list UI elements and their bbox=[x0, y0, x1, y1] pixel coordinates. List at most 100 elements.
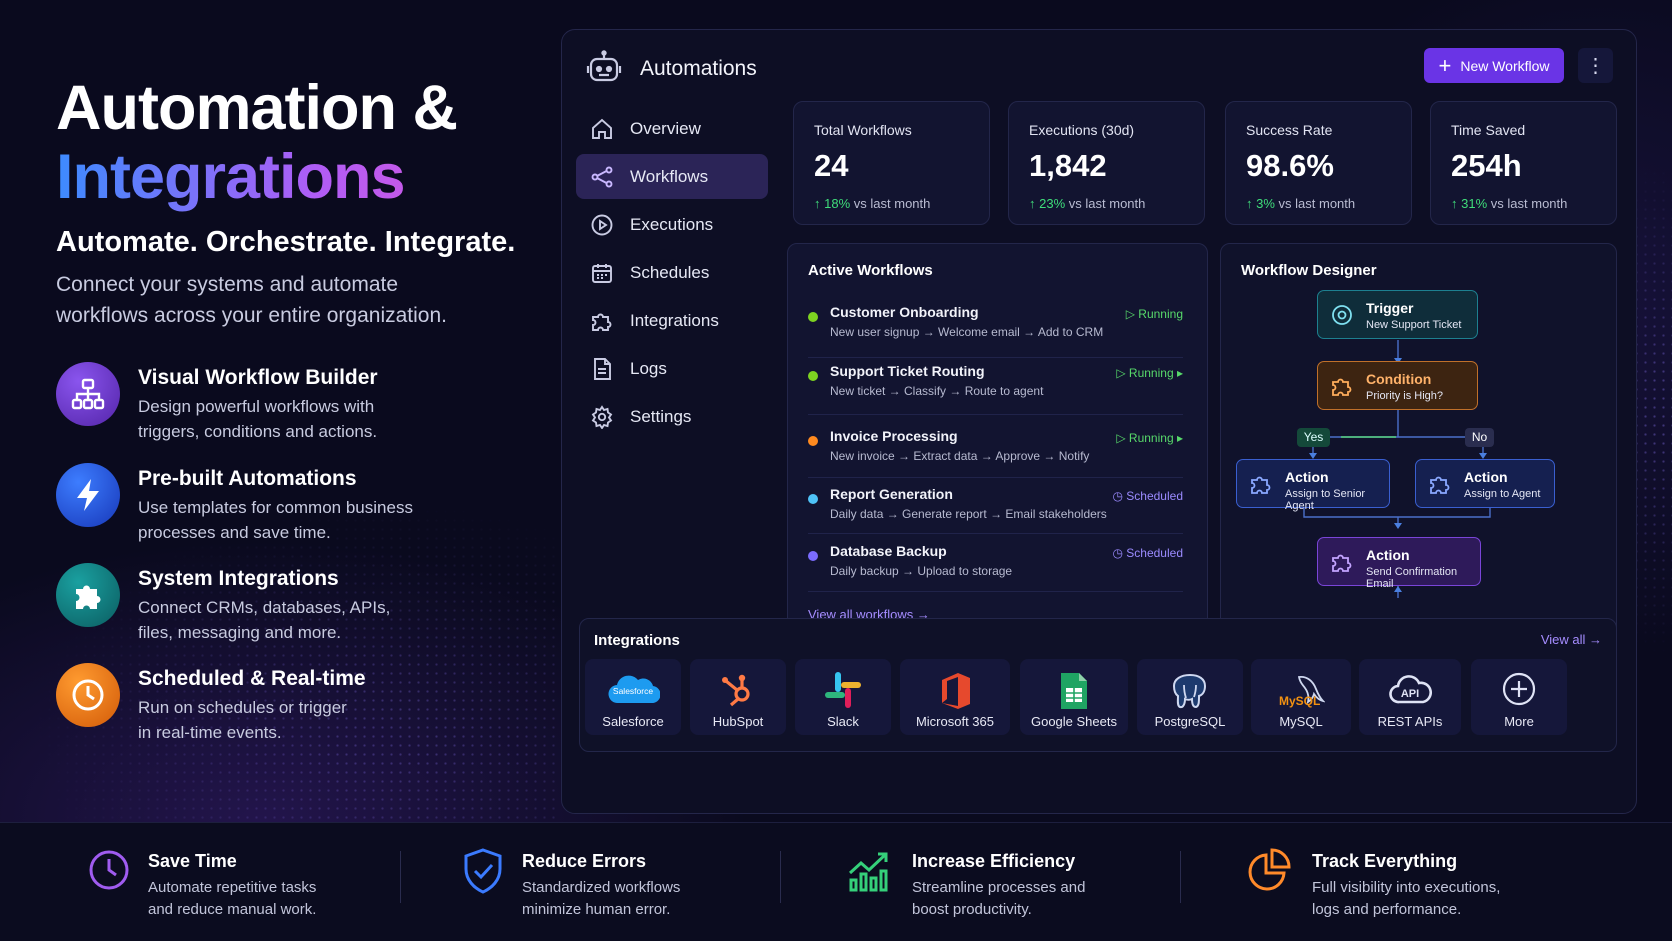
hubspot-icon bbox=[722, 674, 750, 707]
svg-text:MySQL: MySQL bbox=[1279, 694, 1320, 708]
slack-icon bbox=[825, 672, 861, 708]
feature-description: Design powerful workflows with triggers, … bbox=[138, 397, 378, 441]
hero-title-line2: Integrations bbox=[56, 142, 536, 212]
plus-circle-icon bbox=[1502, 672, 1536, 706]
sidebar-item-settings[interactable]: Settings bbox=[576, 394, 768, 439]
google-sheets-icon bbox=[1061, 673, 1087, 709]
integration-more[interactable]: More bbox=[1471, 659, 1567, 735]
integration-microsoft-365[interactable]: Microsoft 365 bbox=[900, 659, 1010, 735]
home-icon bbox=[592, 118, 612, 139]
gear-icon bbox=[591, 404, 613, 429]
integration-mysql[interactable]: MySQL MySQL bbox=[1251, 659, 1351, 735]
stat-card-time-saved: Time Saved 254h ↑ 31% vs last month bbox=[1430, 101, 1617, 225]
integration-rest-apis[interactable]: API REST APIs bbox=[1359, 659, 1461, 735]
integration-salesforce[interactable]: Salesforce Salesforce bbox=[585, 659, 681, 735]
puzzle-icon bbox=[56, 563, 120, 627]
integrations-view-all-link[interactable]: View all → bbox=[1540, 632, 1602, 647]
microsoft365-icon bbox=[942, 673, 970, 709]
benefit-save-time: Save Time Automate repetitive tasks and re… bbox=[86, 847, 316, 921]
hero: Automation & Integrations Automate. Orch… bbox=[56, 74, 536, 331]
feature-title: System Integrations bbox=[138, 567, 339, 590]
feature-title: Visual Workflow Builder bbox=[138, 366, 378, 389]
workflow-row[interactable]: Support Ticket Routing New ticket → Class… bbox=[808, 359, 1183, 417]
stat-card-success-rate: Success Rate 98.6% ↑ 3% vs last month bbox=[1225, 101, 1412, 225]
clock-icon: ◷ bbox=[1112, 546, 1127, 560]
integration-hubspot[interactable]: HubSpot bbox=[690, 659, 786, 735]
yes-branch-label: Yes bbox=[1297, 428, 1330, 447]
workflow-row[interactable]: Customer Onboarding New user signup → Wel… bbox=[808, 300, 1183, 358]
clock-icon bbox=[89, 850, 129, 890]
svg-text:Salesforce: Salesforce bbox=[613, 686, 653, 696]
action-node-confirmation-email[interactable]: Action Send Confirmation Email bbox=[1317, 537, 1481, 590]
up-arrow-icon: ↑ bbox=[814, 196, 825, 211]
sidebar-item-schedules[interactable]: Schedules bbox=[576, 250, 768, 295]
integration-postgresql[interactable]: PostgreSQL bbox=[1137, 659, 1243, 735]
integration-slack[interactable]: Slack bbox=[795, 659, 891, 735]
gear-icon bbox=[1332, 305, 1352, 325]
puzzle-icon bbox=[1430, 476, 1450, 494]
clock-icon: ◷ bbox=[1112, 489, 1127, 503]
active-workflows-title: Active Workflows bbox=[808, 262, 933, 279]
app-title: Automations bbox=[640, 57, 757, 80]
sidebar-item-executions[interactable]: Executions bbox=[576, 202, 768, 247]
postgresql-icon bbox=[1172, 673, 1207, 709]
hero-title-line1: Automation & bbox=[56, 73, 458, 143]
workflow-row[interactable]: Invoice Processing New invoice → Extract … bbox=[808, 424, 1183, 482]
plus-icon: + bbox=[1438, 52, 1452, 78]
no-branch-label: No bbox=[1465, 428, 1494, 447]
puzzle-icon bbox=[1332, 378, 1352, 396]
hierarchy-icon bbox=[56, 362, 120, 426]
sidebar-item-workflows[interactable]: Workflows bbox=[576, 154, 768, 199]
up-arrow-icon: ↑ bbox=[1246, 196, 1257, 211]
feature-pre-built-automations: Pre-built Automations Use templates for c… bbox=[56, 463, 516, 545]
sidebar-item-logs[interactable]: Logs bbox=[576, 346, 768, 391]
pie-chart-icon bbox=[1248, 848, 1291, 891]
integrations-title: Integrations bbox=[594, 632, 680, 649]
clock-icon bbox=[56, 663, 120, 727]
feature-description: Use templates for common business process… bbox=[138, 498, 413, 542]
automations-app-window: Automations + New Workflow ⋮ Overview Wor… bbox=[561, 29, 1637, 814]
benefit-increase-efficiency: Increase Efficiency Streamline processes … bbox=[846, 847, 1085, 921]
active-workflows-card: Active Workflows Customer Onboarding New … bbox=[787, 243, 1208, 640]
benefit-track-everything: Track Everything Full visibility into exe… bbox=[1246, 847, 1500, 921]
feature-visual-workflow-builder: Visual Workflow Builder Design powerful w… bbox=[56, 362, 516, 444]
play-icon: ▷ bbox=[1116, 431, 1129, 445]
feature-title: Scheduled & Real-time bbox=[138, 667, 366, 690]
hero-description: Connect your systems and automate workfl… bbox=[56, 273, 448, 327]
robot-icon bbox=[586, 50, 622, 82]
sidebar-item-integrations[interactable]: Integrations bbox=[576, 298, 768, 343]
feature-description: Run on schedules or trigger in real-time … bbox=[138, 698, 347, 742]
document-icon bbox=[594, 357, 611, 380]
stat-card-total-workflows: Total Workflows 24 ↑ 18% vs last month bbox=[793, 101, 990, 225]
bolt-icon bbox=[56, 463, 120, 527]
shield-check-icon bbox=[464, 848, 502, 894]
play-icon: ▷ bbox=[1125, 307, 1139, 321]
workflow-row[interactable]: Report Generation Daily data → Generate r… bbox=[808, 482, 1183, 540]
more-options-button[interactable]: ⋮ bbox=[1578, 48, 1613, 83]
up-arrow-icon: ↑ bbox=[1029, 196, 1040, 211]
action-node-senior-agent[interactable]: Action Assign to Senior Agent bbox=[1236, 459, 1390, 512]
workflow-designer-card: Workflow Designer Trigger New Support Tic… bbox=[1220, 243, 1617, 640]
condition-node[interactable]: Condition Priority is High? bbox=[1317, 361, 1478, 410]
puzzle-icon bbox=[1332, 554, 1352, 572]
benefit-reduce-errors: Reduce Errors Standardized workflows minim… bbox=[460, 847, 680, 921]
workflow-row[interactable]: Database Backup Daily backup → Upload to … bbox=[808, 539, 1183, 597]
feature-title: Pre-built Automations bbox=[138, 467, 357, 490]
mysql-icon: MySQL bbox=[1279, 676, 1325, 708]
play-icon: ▷ bbox=[1116, 366, 1129, 380]
share-nodes-icon bbox=[591, 166, 613, 187]
rest-api-icon: API bbox=[1389, 675, 1432, 704]
action-node-agent[interactable]: Action Assign to Agent bbox=[1415, 459, 1555, 508]
salesforce-icon: Salesforce bbox=[608, 675, 660, 704]
play-circle-icon bbox=[591, 214, 613, 235]
integration-google-sheets[interactable]: Google Sheets bbox=[1020, 659, 1128, 735]
puzzle-icon bbox=[592, 313, 612, 331]
svg-text:API: API bbox=[1401, 688, 1419, 700]
new-workflow-button[interactable]: + New Workflow bbox=[1424, 48, 1564, 83]
puzzle-icon bbox=[1251, 476, 1271, 494]
trigger-node[interactable]: Trigger New Support Ticket bbox=[1317, 290, 1478, 339]
up-arrow-icon: ↑ bbox=[1451, 196, 1462, 211]
sidebar-item-overview[interactable]: Overview bbox=[576, 106, 768, 151]
designer-connectors bbox=[1303, 340, 1491, 598]
chevron-right-icon: ▸ bbox=[1176, 431, 1183, 445]
